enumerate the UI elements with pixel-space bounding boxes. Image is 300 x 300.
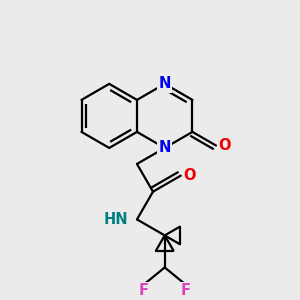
Text: N: N [158, 140, 171, 155]
Text: F: F [138, 283, 148, 298]
Text: O: O [218, 138, 231, 153]
Text: F: F [181, 283, 191, 298]
Text: N: N [158, 76, 171, 92]
Text: O: O [183, 168, 196, 183]
Text: HN: HN [103, 212, 128, 227]
